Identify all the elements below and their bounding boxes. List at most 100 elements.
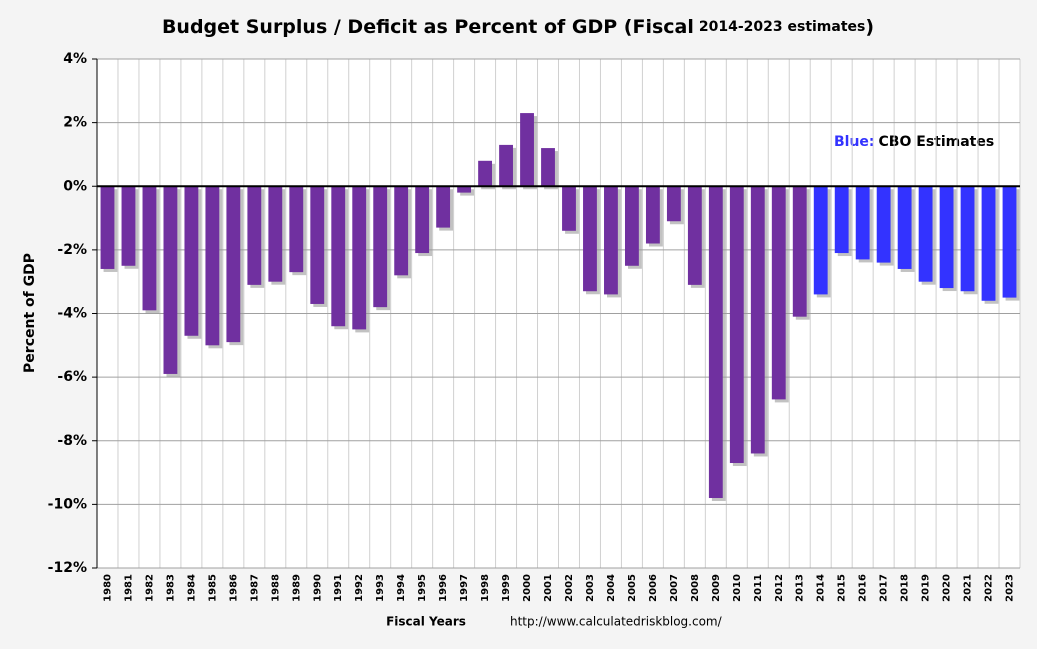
x-tick-label: 2004 [606, 574, 617, 602]
y-tick-label: -10% [48, 496, 87, 512]
bar [918, 186, 933, 282]
bar [226, 186, 241, 343]
bar [121, 186, 136, 266]
bar [876, 186, 891, 263]
bar [771, 186, 786, 400]
x-tick-label: 2005 [627, 574, 638, 602]
x-tick-label: 2021 [963, 574, 974, 602]
bar [478, 160, 493, 187]
x-tick-label: 2002 [564, 574, 575, 602]
x-tick-label: 2016 [858, 574, 869, 602]
bar [289, 186, 304, 273]
x-tick-label: 1997 [459, 574, 470, 602]
x-tick-label: 1990 [312, 574, 323, 602]
x-tick-label: 2010 [732, 574, 743, 602]
bar [457, 186, 472, 193]
bar [645, 186, 660, 244]
x-tick-label: 2012 [774, 574, 785, 602]
x-tick-label: 1984 [186, 574, 197, 602]
bar [373, 186, 388, 308]
x-tick-label: 1995 [417, 574, 428, 602]
bar [142, 186, 157, 311]
title-part: 2014-2023 estimates [699, 19, 866, 35]
x-tick-label: 1988 [270, 574, 281, 602]
x-tick-label: 2014 [816, 574, 827, 602]
x-tick-label: 1981 [123, 574, 134, 602]
x-tick-label: 2020 [942, 574, 953, 602]
bar [813, 186, 828, 295]
bar [184, 186, 199, 336]
bar [268, 186, 283, 282]
x-tick-label: 1987 [249, 574, 260, 602]
x-tick-label: 2000 [522, 574, 533, 602]
x-tick-label: 1998 [480, 574, 491, 602]
bar [100, 186, 115, 269]
bar [855, 186, 870, 260]
bar [729, 186, 744, 464]
title-part: ) [865, 16, 874, 38]
bar [310, 186, 325, 304]
x-tick-label: 1999 [501, 574, 512, 602]
x-tick-label: 2015 [837, 574, 848, 602]
x-tick-label: 1986 [228, 574, 239, 602]
source: http://www.calculatedriskblog.com/ [510, 615, 723, 629]
bar [666, 186, 681, 222]
x-tick-label: 2008 [690, 574, 701, 602]
bar [352, 186, 367, 330]
x-tick-label: 2017 [879, 574, 890, 602]
bar [897, 186, 912, 269]
bar [960, 186, 975, 292]
bar [163, 186, 178, 374]
bar [604, 186, 618, 295]
y-axis-label: Percent of GDP [22, 253, 38, 373]
bar [394, 186, 409, 276]
bar [247, 186, 262, 285]
y-tick-label: -4% [57, 306, 87, 322]
bar [541, 148, 555, 187]
bar [981, 186, 996, 301]
bar [624, 186, 639, 266]
x-tick-label: 1994 [396, 574, 407, 602]
bar [205, 186, 220, 346]
bar [415, 186, 430, 254]
x-tick-label: 2009 [711, 574, 722, 602]
y-tick-label: 0% [63, 178, 87, 194]
x-tick-label: 1993 [375, 574, 386, 602]
chart-title: Budget Surplus / Deficit as Percent of G… [162, 16, 874, 38]
x-tick-label: 2001 [543, 574, 554, 602]
bar [562, 186, 576, 231]
x-tick-label: 2011 [753, 574, 764, 602]
x-tick-label: 2022 [984, 574, 995, 602]
x-tick-label: 1985 [207, 574, 218, 602]
y-tick-label: -12% [48, 560, 87, 576]
x-tick-label: 2023 [1005, 574, 1016, 602]
bar [331, 186, 346, 327]
bar [1002, 186, 1017, 298]
bar [436, 186, 451, 228]
x-tick-label: 1992 [354, 574, 365, 602]
x-tick-label: 2013 [795, 574, 806, 602]
bar [499, 144, 513, 187]
x-tick-label: 1989 [291, 574, 302, 602]
annotation: Blue: CBO Estimates [834, 134, 994, 150]
x-tick-label: 2003 [585, 574, 596, 602]
x-tick-label: 1991 [333, 574, 344, 602]
bar [750, 186, 765, 454]
bar [939, 186, 954, 289]
title-part: Budget Surplus / Deficit as Percent of G… [162, 16, 694, 38]
x-tick-label: 1982 [144, 574, 155, 602]
bar [687, 186, 702, 285]
x-tick-label: 2019 [921, 574, 932, 602]
x-tick-label: 2018 [900, 574, 911, 602]
y-tick-label: -2% [57, 242, 87, 258]
x-tick-label: 2007 [669, 574, 680, 602]
x-tick-label: 2006 [648, 574, 659, 602]
bar [834, 186, 849, 254]
y-tick-label: 4% [63, 51, 87, 67]
bar [583, 186, 597, 292]
x-tick-label: 1980 [102, 574, 113, 602]
x-tick-label: 1983 [165, 574, 176, 602]
bar [792, 186, 807, 317]
